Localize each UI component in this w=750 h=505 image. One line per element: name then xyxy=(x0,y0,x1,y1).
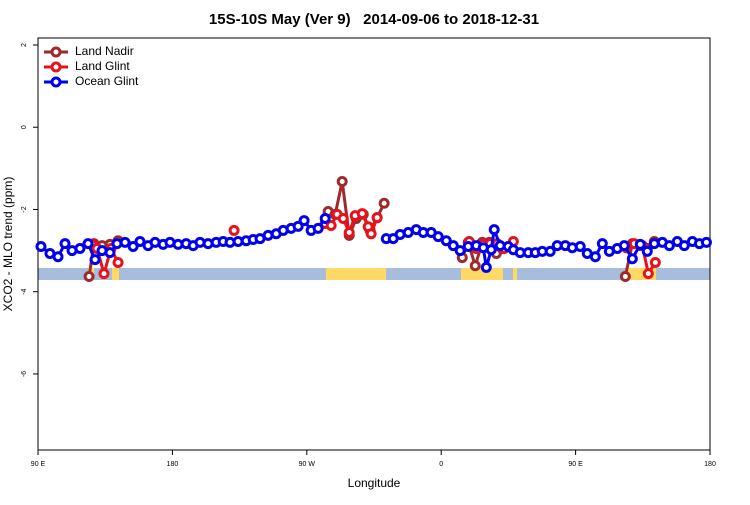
point xyxy=(312,222,324,234)
x-tick-label: 180 xyxy=(167,461,179,468)
land-band xyxy=(112,268,119,280)
point xyxy=(454,245,466,257)
point xyxy=(119,236,131,248)
point xyxy=(59,238,71,250)
x-tick-label: 180 xyxy=(704,461,716,468)
y-tick-label: 2 xyxy=(21,43,28,47)
point xyxy=(618,240,630,252)
y-tick-label: -6 xyxy=(21,371,28,377)
point xyxy=(371,212,383,224)
legend-marker xyxy=(50,61,62,73)
point xyxy=(596,238,608,250)
x-tick-label: 90 E xyxy=(31,461,46,468)
point xyxy=(98,268,110,280)
point xyxy=(35,240,47,252)
point xyxy=(112,257,124,269)
point xyxy=(89,254,101,266)
legend-marker xyxy=(50,76,62,88)
legend-marker xyxy=(50,46,62,58)
point xyxy=(641,245,653,257)
point xyxy=(619,270,631,282)
point xyxy=(469,260,481,272)
y-tick-label: 0 xyxy=(21,125,28,129)
point xyxy=(432,231,444,243)
point xyxy=(83,270,95,282)
point xyxy=(134,236,146,248)
point xyxy=(485,244,497,256)
point xyxy=(337,213,349,225)
point xyxy=(343,226,355,238)
point xyxy=(325,219,337,231)
point xyxy=(544,245,556,257)
point xyxy=(104,247,116,259)
point xyxy=(356,208,368,220)
point xyxy=(649,257,661,269)
point xyxy=(127,240,139,252)
x-axis-label: Longitude xyxy=(348,476,401,490)
surface-band xyxy=(38,268,710,280)
point xyxy=(82,238,94,250)
point xyxy=(319,213,331,225)
legend-label: Land Glint xyxy=(75,59,130,73)
legend-label: Ocean Glint xyxy=(75,74,139,88)
point xyxy=(626,253,638,265)
land-band xyxy=(461,268,503,280)
point xyxy=(642,268,654,280)
y-tick-label: -2 xyxy=(21,206,28,212)
land-band xyxy=(513,268,517,280)
point xyxy=(378,197,390,209)
point xyxy=(589,251,601,263)
x-tick-label: 90 E xyxy=(568,461,583,468)
point xyxy=(298,215,310,227)
point xyxy=(74,243,86,255)
chart-title: 15S-10S May (Ver 9) 2014-09-06 to 2018-1… xyxy=(209,11,539,28)
x-tick-label: 90 W xyxy=(299,461,316,468)
point xyxy=(52,251,64,263)
point xyxy=(228,224,240,236)
point xyxy=(678,240,690,252)
y-axis-label: XCO2 - MLO trend (ppm) xyxy=(1,177,15,312)
point xyxy=(336,176,348,188)
point xyxy=(574,240,586,252)
legend-label: Land Nadir xyxy=(75,44,134,58)
y-tick-label: -4 xyxy=(21,288,28,294)
land-band xyxy=(326,268,386,280)
point xyxy=(634,238,646,250)
point xyxy=(447,240,459,252)
point xyxy=(365,228,377,240)
x-tick-label: 0 xyxy=(439,461,443,468)
point xyxy=(663,240,675,252)
point xyxy=(480,261,492,273)
point xyxy=(440,235,452,247)
point xyxy=(488,224,500,236)
point xyxy=(700,236,712,248)
